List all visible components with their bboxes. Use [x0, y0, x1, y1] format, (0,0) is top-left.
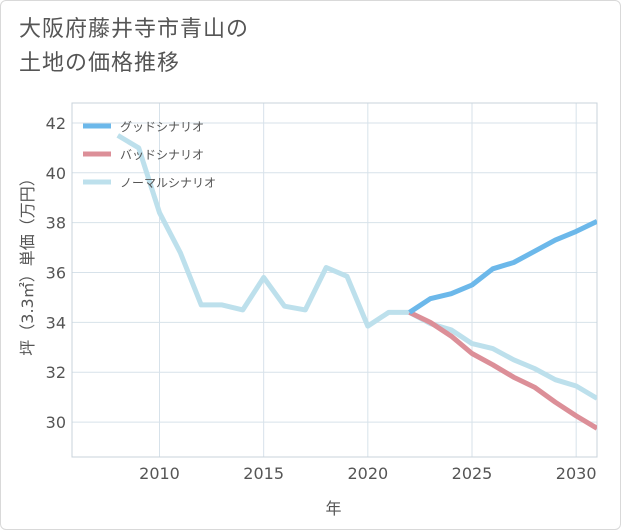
series-line-1 [408, 310, 597, 431]
plot-frame [71, 102, 598, 458]
series-line-0 [408, 219, 597, 315]
series-lines [116, 133, 597, 431]
y-axis-title: 坪（3.3㎡）単価（万円） [18, 170, 37, 355]
x-tick-label: 2010 [139, 464, 180, 483]
x-axis: 2010 2015 2020 2025 2030 [139, 464, 596, 483]
series-line-2 [116, 133, 597, 401]
y-axis: 30 32 34 36 38 40 42 [46, 114, 66, 432]
y-tick-label: 36 [46, 264, 66, 283]
x-tick-label: 2020 [347, 464, 388, 483]
legend-label: バッドシナリオ [120, 148, 204, 162]
legend-label: グッドシナリオ [120, 120, 204, 134]
y-tick-label: 40 [46, 164, 66, 183]
grid [72, 103, 597, 457]
chart-title: 大阪府藤井寺市青山の 土地の価格推移 [19, 13, 249, 81]
x-axis-title: 年 [325, 499, 341, 518]
y-tick-label: 32 [46, 363, 66, 382]
x-tick-label: 2030 [556, 464, 597, 483]
chart-title-line-1: 大阪府藤井寺市青山の [19, 17, 250, 42]
x-tick-label: 2025 [452, 464, 493, 483]
x-tick-label: 2015 [243, 464, 284, 483]
y-tick-label: 42 [46, 114, 66, 133]
y-tick-label: 38 [46, 214, 66, 233]
legend-label: ノーマルシナリオ [120, 176, 216, 190]
y-tick-label: 34 [46, 313, 66, 332]
y-tick-label: 30 [46, 413, 66, 432]
chart-title-line-2: 土地の価格推移 [19, 51, 181, 76]
